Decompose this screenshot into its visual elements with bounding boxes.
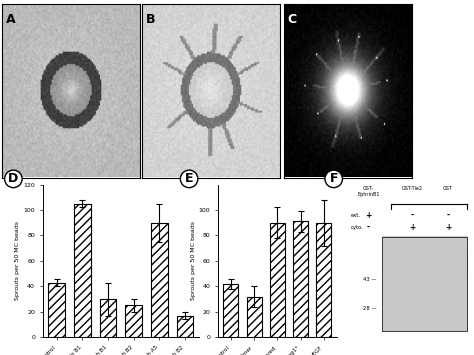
Bar xyxy=(293,222,308,337)
Bar xyxy=(151,223,168,337)
Bar xyxy=(382,236,467,331)
Text: D: D xyxy=(8,173,18,185)
Bar xyxy=(223,284,238,337)
Bar xyxy=(270,223,285,337)
Text: -: - xyxy=(447,211,449,220)
Text: F: F xyxy=(329,173,338,185)
Bar xyxy=(316,223,331,337)
Text: GST: GST xyxy=(443,186,453,191)
Bar xyxy=(74,204,91,337)
Bar xyxy=(177,316,193,337)
Text: +: + xyxy=(365,211,372,220)
Bar xyxy=(125,305,142,337)
Text: -: - xyxy=(411,211,414,220)
Text: GST-Tie2: GST-Tie2 xyxy=(402,186,423,191)
Text: B: B xyxy=(146,13,155,26)
Text: E: E xyxy=(185,173,193,185)
Bar xyxy=(48,283,65,337)
Y-axis label: Sprouts per 50 MC beads: Sprouts per 50 MC beads xyxy=(16,222,20,300)
Text: -: - xyxy=(367,223,370,232)
Bar xyxy=(100,299,117,337)
Bar xyxy=(246,296,262,337)
Text: ext.: ext. xyxy=(351,213,361,218)
Text: A: A xyxy=(6,13,16,26)
Y-axis label: Sprouts per 50 MC beads: Sprouts per 50 MC beads xyxy=(191,222,196,300)
Text: C: C xyxy=(288,13,297,26)
Text: 43 —: 43 — xyxy=(364,277,377,282)
Text: +: + xyxy=(409,223,416,232)
Text: +: + xyxy=(445,223,451,232)
Text: cyto.: cyto. xyxy=(351,225,364,230)
Text: GST-
EphrinB1: GST- EphrinB1 xyxy=(357,186,380,197)
Text: 28 —: 28 — xyxy=(363,306,377,311)
